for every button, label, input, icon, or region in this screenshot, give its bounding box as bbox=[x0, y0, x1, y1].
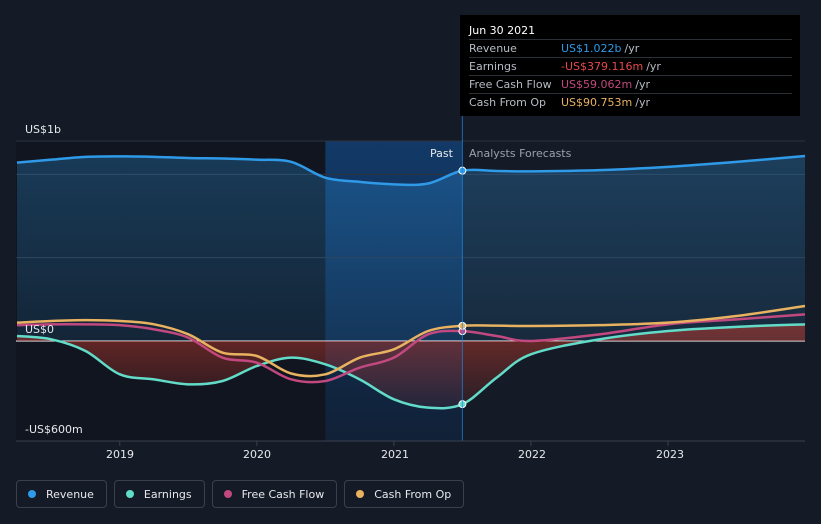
x-tick-label-2021: 2021 bbox=[381, 448, 409, 461]
tooltip-unit: /yr bbox=[646, 60, 661, 73]
tooltip-date: Jun 30 2021 bbox=[469, 24, 536, 37]
tooltip-unit: /yr bbox=[624, 42, 640, 55]
tooltip-unit: /yr bbox=[635, 96, 650, 109]
tooltip-label: Free Cash Flow bbox=[469, 78, 552, 91]
tooltip-row-earnings: Earnings -US$379.116m /yr bbox=[469, 57, 792, 75]
legend-label: Revenue bbox=[46, 487, 94, 501]
legend: Revenue Earnings Free Cash Flow Cash Fro… bbox=[16, 480, 465, 508]
tooltip-unit: /yr bbox=[635, 78, 650, 91]
tooltip-value: US$90.753m bbox=[561, 96, 633, 109]
x-tick-label-2022: 2022 bbox=[518, 448, 546, 461]
revenue-line bbox=[16, 154, 806, 187]
tooltip-row-revenue: Revenue US$1.022b /yr bbox=[469, 39, 792, 57]
tooltip-value: -US$379.116m bbox=[561, 60, 644, 73]
tooltip-label: Cash From Op bbox=[469, 96, 547, 109]
tooltip-row-cash-from-op: Cash From Op US$90.753m /yr bbox=[469, 93, 792, 111]
tooltip-label: Revenue bbox=[469, 42, 517, 55]
legend-label: Earnings bbox=[143, 487, 192, 501]
tooltip-value: US$1.022b bbox=[561, 42, 622, 55]
y-tick-label-zero: US$0 bbox=[25, 323, 55, 336]
tooltip-value: US$59.062m bbox=[561, 78, 633, 91]
legend-item-free-cash-flow[interactable]: Free Cash Flow bbox=[211, 480, 338, 508]
earnings-area bbox=[17, 324, 805, 408]
x-tick-label-2020: 2020 bbox=[243, 448, 271, 461]
y-tick-label-bottom: -US$600m bbox=[25, 423, 83, 436]
x-tick-label-2023: 2023 bbox=[656, 448, 684, 461]
legend-dot-icon bbox=[28, 490, 36, 498]
legend-item-earnings[interactable]: Earnings bbox=[113, 480, 205, 508]
legend-label: Cash From Op bbox=[374, 487, 452, 501]
cash-from-op-line bbox=[16, 304, 806, 378]
x-tick-label-2019: 2019 bbox=[106, 448, 134, 461]
tooltip-label: Earnings bbox=[469, 60, 517, 73]
legend-label: Free Cash Flow bbox=[241, 487, 325, 501]
legend-item-cash-from-op[interactable]: Cash From Op bbox=[344, 480, 465, 508]
forecast-label: Analysts Forecasts bbox=[469, 147, 572, 160]
legend-dot-icon bbox=[223, 490, 232, 498]
y-tick-label-top: US$1b bbox=[25, 123, 62, 136]
tooltip-row-free-cash-flow: Free Cash Flow US$59.062m /yr bbox=[469, 75, 792, 93]
earnings-line bbox=[16, 323, 806, 410]
past-label: Past bbox=[430, 147, 453, 160]
legend-dot-icon bbox=[125, 490, 134, 498]
free-cash-flow-line bbox=[16, 313, 806, 384]
tooltip: Jun 30 2021 Revenue US$1.022b /yr Earnin… bbox=[460, 15, 800, 116]
legend-item-revenue[interactable]: Revenue bbox=[16, 480, 107, 508]
legend-dot-icon bbox=[356, 490, 365, 498]
revenue-area bbox=[17, 156, 805, 341]
